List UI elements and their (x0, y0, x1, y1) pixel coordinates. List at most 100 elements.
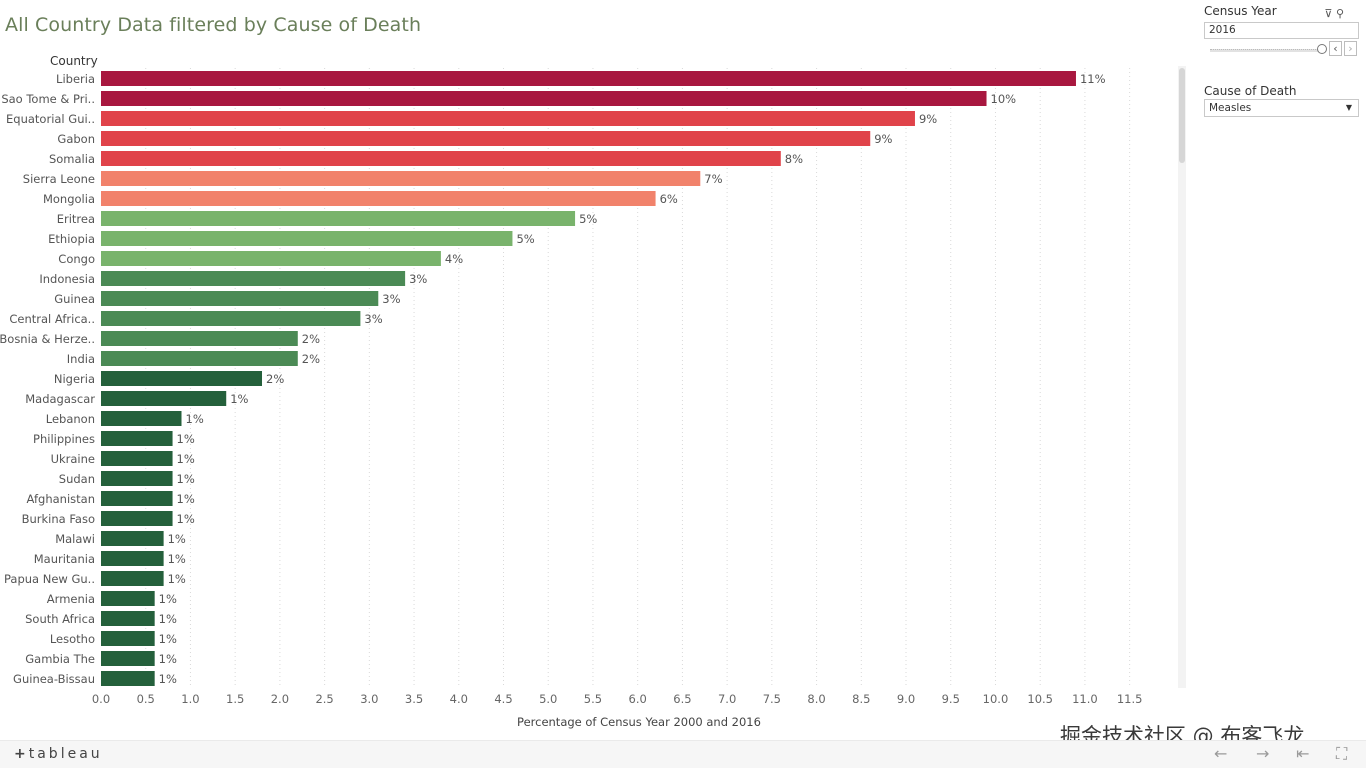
bar[interactable] (101, 511, 173, 526)
value-label: 2% (266, 372, 284, 386)
country-label[interactable]: Madagascar (25, 392, 95, 406)
bar[interactable] (101, 571, 164, 586)
value-label: 5% (516, 232, 534, 246)
country-label[interactable]: Sao Tome & Pri.. (1, 92, 95, 106)
country-label[interactable]: Gambia The (25, 652, 95, 666)
bar[interactable] (101, 591, 155, 606)
vertical-scrollbar[interactable] (1178, 66, 1186, 688)
bar[interactable] (101, 331, 298, 346)
country-label[interactable]: Nigeria (54, 372, 95, 386)
bar[interactable] (101, 91, 987, 106)
undo-icon[interactable]: ← (1214, 744, 1228, 763)
country-label[interactable]: Equatorial Gui.. (6, 112, 95, 126)
bar[interactable] (101, 471, 173, 486)
bar[interactable] (101, 451, 173, 466)
x-tick-label: 6.0 (629, 692, 647, 706)
country-label[interactable]: Armenia (47, 592, 95, 606)
bar[interactable] (101, 391, 227, 406)
tableau-logo[interactable]: + tableau (14, 746, 103, 762)
clear-filter-icon[interactable]: ⊽ (1324, 7, 1333, 20)
country-label[interactable]: South Africa (25, 612, 95, 626)
bar[interactable] (101, 611, 155, 626)
x-tick-label: 3.5 (405, 692, 423, 706)
country-label[interactable]: Guinea-Bissau (13, 672, 95, 686)
bar[interactable] (101, 211, 576, 226)
value-label: 9% (874, 132, 892, 146)
value-label: 1% (177, 452, 195, 466)
bar[interactable] (101, 531, 164, 546)
bar[interactable] (101, 191, 656, 206)
bar[interactable] (101, 671, 155, 686)
bar[interactable] (101, 131, 871, 146)
x-tick-label: 1.0 (181, 692, 199, 706)
x-tick-label: 0.0 (92, 692, 110, 706)
country-label[interactable]: Lebanon (46, 412, 95, 426)
value-label: 2% (302, 332, 320, 346)
country-label[interactable]: Ukraine (51, 452, 95, 466)
country-label[interactable]: Gabon (57, 132, 95, 146)
census-year-slider[interactable]: ‹ › (1204, 41, 1364, 57)
scrollbar-thumb[interactable] (1179, 68, 1185, 163)
bar[interactable] (101, 171, 701, 186)
country-label[interactable]: Philippines (33, 432, 95, 446)
country-label[interactable]: Burkina Faso (22, 512, 95, 526)
value-label: 1% (159, 672, 177, 686)
revert-icon[interactable]: ⇤ (1296, 744, 1310, 763)
country-label[interactable]: Ethiopia (48, 232, 95, 246)
bar[interactable] (101, 271, 406, 286)
previous-year-button[interactable]: ‹ (1329, 41, 1342, 56)
bar[interactable] (101, 291, 379, 306)
slider-track[interactable] (1210, 49, 1320, 52)
bar[interactable] (101, 411, 182, 426)
country-label[interactable]: Papua New Gu.. (4, 572, 95, 586)
redo-icon[interactable]: → (1256, 744, 1270, 763)
bar[interactable] (101, 151, 781, 166)
country-label[interactable]: Lesotho (50, 632, 95, 646)
bar[interactable] (101, 371, 263, 386)
country-label[interactable]: Afghanistan (27, 492, 95, 506)
value-label: 1% (159, 592, 177, 606)
bar[interactable] (101, 551, 164, 566)
chart-title: All Country Data filtered by Cause of De… (5, 14, 422, 36)
country-label[interactable]: Mauritania (34, 552, 95, 566)
bar[interactable] (101, 311, 361, 326)
country-label[interactable]: Eritrea (57, 212, 95, 226)
slider-thumb[interactable] (1317, 44, 1327, 54)
value-label: 3% (382, 292, 400, 306)
country-label[interactable]: Sudan (59, 472, 95, 486)
bar[interactable] (101, 651, 155, 666)
cause-of-death-value: Measles (1209, 102, 1252, 114)
country-label[interactable]: India (67, 352, 95, 366)
country-label[interactable]: Congo (58, 252, 95, 266)
country-label[interactable]: Indonesia (39, 272, 95, 286)
tableau-logo-text: tableau (28, 746, 103, 762)
bar[interactable] (101, 251, 441, 266)
bar[interactable] (101, 631, 155, 646)
country-label[interactable]: Mongolia (43, 192, 95, 206)
census-year-input[interactable]: 2016 (1204, 22, 1359, 39)
country-label[interactable]: Central Africa.. (9, 312, 95, 326)
bar[interactable] (101, 231, 513, 246)
bar[interactable] (101, 431, 173, 446)
country-label[interactable]: Sierra Leone (23, 172, 95, 186)
bar[interactable] (101, 111, 915, 126)
x-tick-label: 7.5 (763, 692, 781, 706)
search-icon[interactable]: ⚲ (1335, 7, 1344, 20)
x-tick-label: 2.5 (315, 692, 333, 706)
value-label: 1% (186, 412, 204, 426)
country-label[interactable]: Malawi (55, 532, 95, 546)
country-label[interactable]: Guinea (54, 292, 95, 306)
bar[interactable] (101, 351, 298, 366)
value-label: 1% (177, 512, 195, 526)
country-column-header: Country (50, 54, 98, 68)
next-year-button[interactable]: › (1344, 41, 1357, 56)
country-label[interactable]: Bosnia & Herze.. (0, 332, 95, 346)
bar[interactable] (101, 491, 173, 506)
fullscreen-icon[interactable]: ⛶ (1336, 744, 1348, 763)
x-tick-label: 2.0 (271, 692, 289, 706)
cause-of-death-dropdown[interactable]: Measles ▼ (1204, 99, 1359, 117)
bar[interactable] (101, 71, 1076, 86)
value-label: 1% (230, 392, 248, 406)
country-label[interactable]: Liberia (56, 72, 95, 86)
country-label[interactable]: Somalia (49, 152, 95, 166)
